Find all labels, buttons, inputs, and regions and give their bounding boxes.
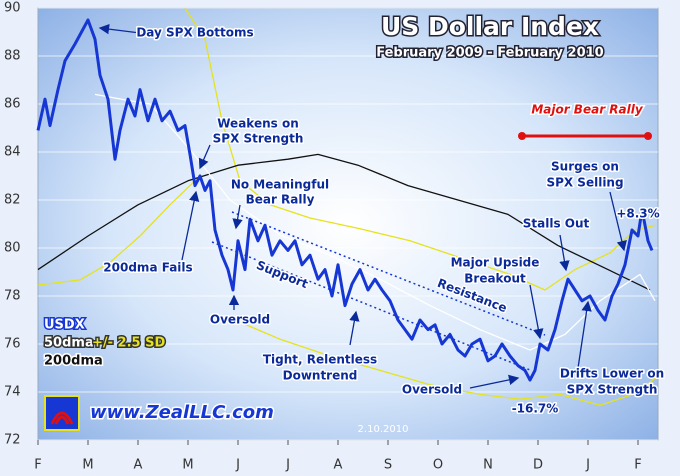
band-lower [37, 180, 196, 286]
legend-200dma: 200dma [44, 354, 103, 369]
arrow [559, 234, 570, 272]
x-tick-label: A [334, 458, 343, 473]
line-200dma [37, 153, 651, 291]
arrow [349, 310, 360, 346]
y-tick-label: 86 [4, 97, 21, 112]
annotation: Downtrend [283, 369, 358, 383]
arrow [98, 23, 141, 35]
arrow [609, 191, 627, 252]
highlight-label: Major Bear Rally [531, 103, 644, 117]
annotation: Weakens on [217, 117, 299, 131]
resistance-line [231, 211, 546, 336]
plot-area [37, 7, 659, 441]
legend-usdx: USDX [44, 318, 85, 333]
annotation: No Meaningful [231, 178, 329, 192]
x-tick-label: N [483, 458, 493, 473]
annotation: +8.3% [616, 207, 659, 221]
x-tick-label: O [433, 458, 443, 473]
y-tick-label: 84 [4, 145, 21, 160]
y-tick-label: 74 [4, 385, 21, 400]
annotation: SPX Strength [567, 383, 658, 397]
date-stamp: 2.10.2010 [358, 424, 409, 435]
annotation: Breakout [464, 272, 526, 286]
bear-rally-end [644, 132, 652, 140]
annotation: SPX Strength [213, 132, 304, 146]
x-tick-label: M [182, 458, 193, 473]
legend-50dma: 50dma [44, 336, 94, 351]
chart-subtitle: February 2009 - February 2010 [376, 46, 603, 61]
x-tick-label: S [384, 458, 392, 473]
x-tick-label: J [235, 458, 240, 473]
arrow [577, 300, 592, 369]
annotation: 200dma Fails [103, 261, 192, 275]
website: www.ZealLLC.com [90, 402, 274, 423]
arrow [529, 284, 544, 340]
arrow [232, 204, 243, 230]
x-tick-label: D [533, 458, 543, 473]
annotation: Drifts Lower on [560, 367, 664, 381]
annotation: SPX Selling [546, 176, 623, 190]
y-tick-label: 76 [4, 337, 21, 352]
annotation: Major Upside [451, 256, 540, 270]
annotation: Bear Rally [246, 193, 315, 207]
bear-rally-start [518, 132, 526, 140]
y-tick-label: 80 [4, 241, 21, 256]
x-tick-label: M [82, 458, 93, 473]
annotation: Oversold [210, 313, 270, 327]
x-tick-label: F [634, 458, 641, 473]
arrow [469, 374, 520, 389]
x-tick-label: J [585, 458, 590, 473]
annotation: Stalls Out [523, 217, 590, 231]
x-tick-label: F [34, 458, 41, 473]
band-upper [184, 7, 656, 291]
y-tick-label: 78 [4, 289, 21, 304]
annotation: -16.7% [512, 402, 559, 416]
x-tick-label: A [134, 458, 143, 473]
arrow [181, 190, 200, 261]
annotation: Oversold [402, 383, 462, 397]
y-tick-label: 82 [4, 193, 21, 208]
annotation: Tight, Relentless [263, 353, 377, 367]
annotation: Day SPX Bottoms [136, 26, 253, 40]
line-usdx [36, 18, 654, 382]
logo-icon [50, 411, 74, 425]
support-line [211, 241, 531, 371]
arrow [198, 144, 211, 170]
chart-title: US Dollar Index [381, 12, 599, 41]
band-lower [234, 319, 656, 406]
x-tick-label: J [285, 458, 290, 473]
annotation: Surges on [551, 160, 619, 174]
y-tick-label: 88 [4, 49, 21, 64]
y-tick-label: 72 [4, 433, 21, 448]
legend-bands: +/- 2.5 SD [92, 336, 165, 351]
y-tick-label: 90 [4, 1, 21, 16]
